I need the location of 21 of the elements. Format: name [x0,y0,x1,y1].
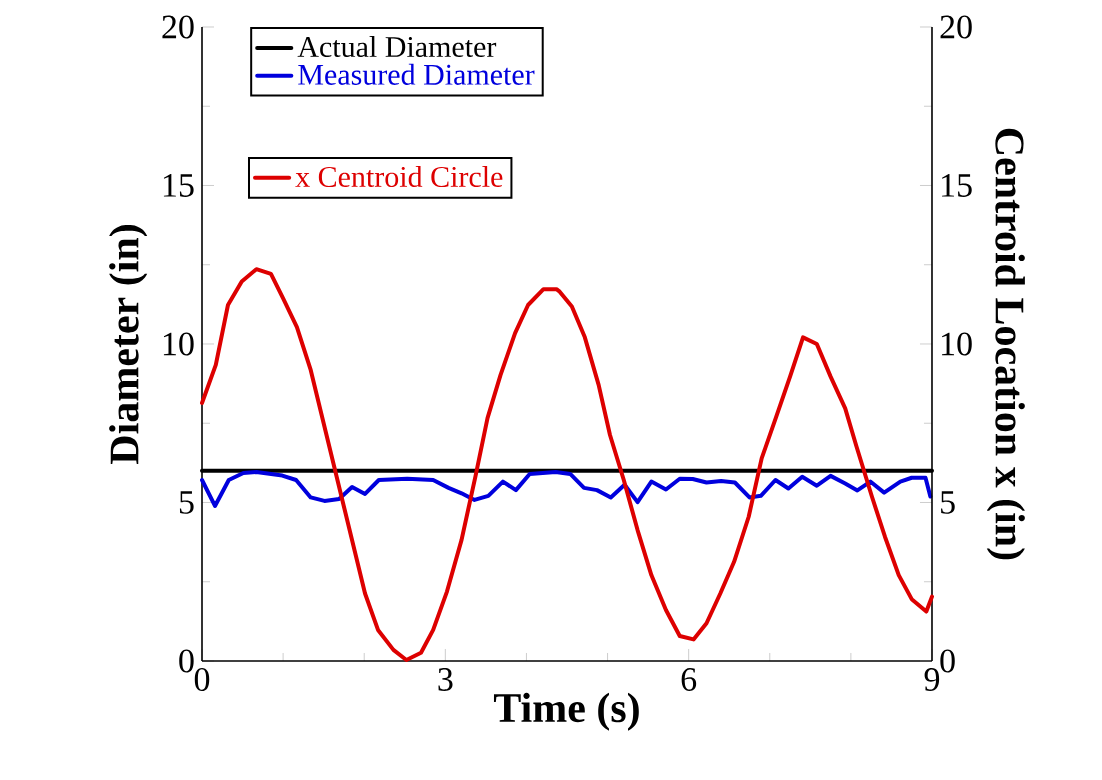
y-tick-label: 20 [162,15,194,39]
x-tick-label: 9 [924,668,940,691]
y2-tick-label: 0 [940,649,955,673]
y-tick-label: 5 [179,491,194,514]
line-series [200,470,933,508]
y-tick-label: 0 [179,649,194,673]
legend-label: Actual Diameter [297,36,497,58]
y2-tick-label: 10 [942,332,972,356]
y2-tick-label: 15 [942,174,972,197]
y2-axis-title: Centroid Location x (in) [986,128,1025,560]
legend-label: Measured Diameter [298,63,535,85]
y-tick-label: 10 [163,332,194,356]
y2-tick-label: 5 [941,491,955,514]
y2-tick-label: 20 [940,15,972,39]
y-tick-label: 15 [163,174,194,197]
x-tick-label: 0 [194,668,210,692]
x-tick-label: 6 [681,668,697,691]
legend-label: x Centroid Circle [295,165,503,188]
x-axis-title: Time (s) [493,692,639,731]
x-tick-label: 3 [438,668,453,691]
y-axis-title: Diameter (in) [109,225,148,464]
